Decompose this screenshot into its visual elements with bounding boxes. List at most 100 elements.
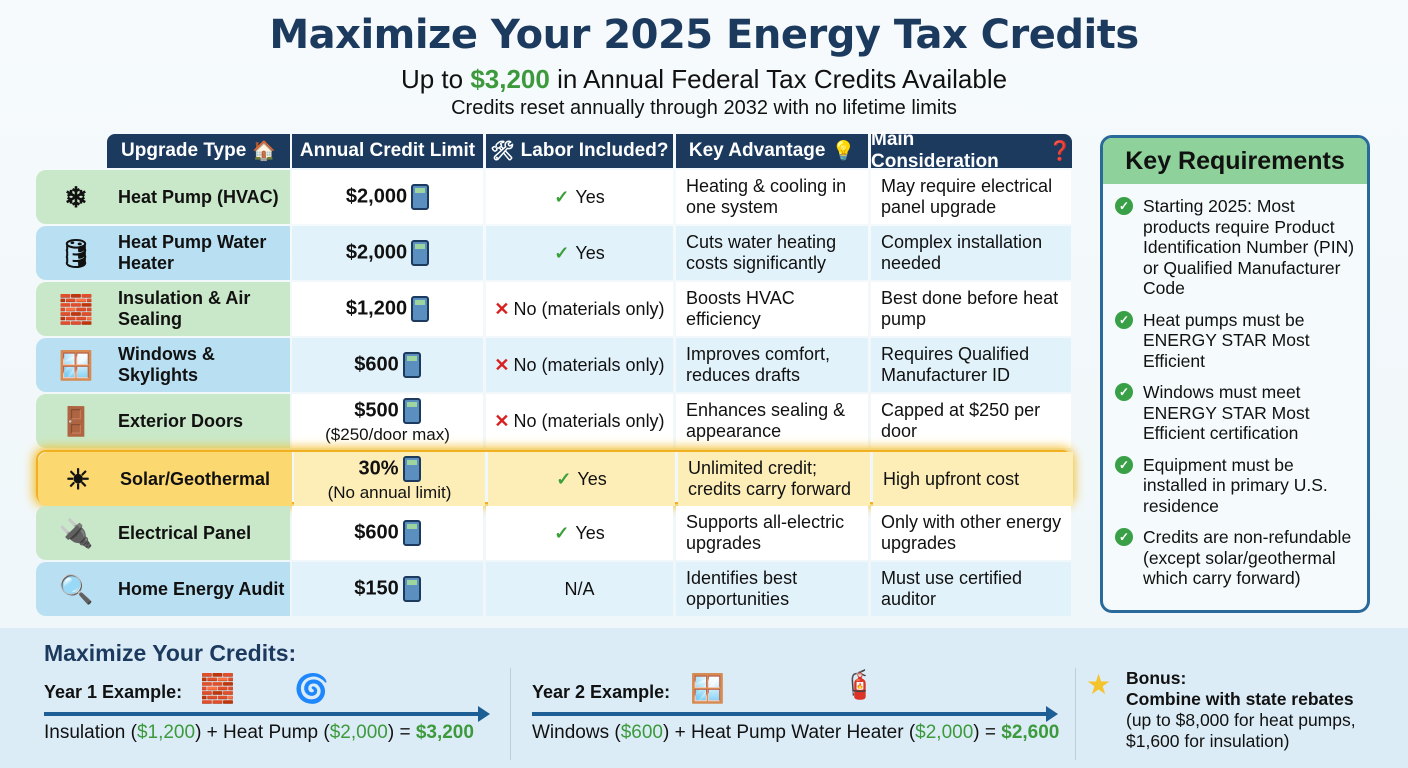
air-conditioner-icon: ❄ <box>64 181 88 213</box>
key-advantage: Supports all-electric upgrades <box>676 506 868 560</box>
main-consideration: High upfront cost <box>873 452 1073 506</box>
main-consideration: Only with other energy upgrades <box>871 506 1071 560</box>
window-icon: 🪟 <box>58 349 94 381</box>
main-consideration: May require electrical panel upgrade <box>871 170 1071 224</box>
labor-included: ✕ No (materials only) <box>486 282 673 336</box>
house-icon: 🏠 <box>252 141 276 162</box>
key-requirements-panel: Key Requirements Starting 2025: Most pro… <box>1100 135 1370 613</box>
tagline: Credits reset annually through 2032 with… <box>451 97 957 119</box>
requirement-item: Credits are non-refundable (except solar… <box>1115 527 1357 589</box>
table-row: ❄ Heat Pump (HVAC) $2,000 ✓ Yes Heating & … <box>36 170 1072 224</box>
labor-included: ✓ Yes <box>486 170 673 224</box>
question-icon: ❓ <box>1048 141 1072 162</box>
requirement-item: Heat pumps must be ENERGY STAR Most Effi… <box>1115 310 1357 372</box>
year1-arrow <box>44 706 490 722</box>
year1-equation: Insulation ($1,200) + Heat Pump ($2,000)… <box>44 722 474 743</box>
calculator-icon <box>411 296 430 322</box>
upgrade-type: 🪟 Windows & Skylights <box>36 338 290 392</box>
water-heater-icon: 🧯 <box>842 669 877 700</box>
upgrade-type: ❄ Heat Pump (HVAC) <box>36 170 290 224</box>
table-row: 🔌 Electrical Panel $600 ✓ Yes Supports all… <box>36 506 1072 560</box>
credit-limit: $150 <box>292 562 483 616</box>
tools-icon: 🛠 <box>490 141 515 162</box>
door-icon: 🚪 <box>58 405 94 437</box>
check-icon: ✓ <box>554 522 570 543</box>
header-credit-limit: Annual Credit Limit <box>292 134 483 168</box>
calculator-icon <box>402 576 421 602</box>
main-consideration: Complex installation needed <box>871 226 1071 280</box>
calculator-icon <box>402 455 421 482</box>
upgrade-type: 🧱 Insulation & Air Sealing <box>36 282 290 336</box>
header-upgrade-type: Upgrade Type 🏠 <box>107 134 290 168</box>
main-consideration: Requires Qualified Manufacturer ID <box>871 338 1071 392</box>
maximize-title: Maximize Your Credits: <box>44 640 297 666</box>
key-advantage: Cuts water heating costs significantly <box>676 226 868 280</box>
maximize-section: Maximize Your Credits: Year 1 Example: 🧱… <box>0 628 1408 768</box>
key-advantage: Enhances sealing & appearance <box>676 394 868 448</box>
window-icon: 🪟 <box>690 673 725 704</box>
labor-included: N/A <box>486 562 673 616</box>
header-consideration: Main Consideration ❓ <box>871 129 1072 172</box>
subtitle: Up to $3,200 in Annual Federal Tax Credi… <box>400 64 1008 94</box>
credit-limit: $600 <box>292 506 483 560</box>
key-advantage: Unlimited credit; credits carry forward <box>678 452 870 506</box>
requirement-item: Equipment must be installed in primary U… <box>1115 455 1357 517</box>
year2-equation: Windows ($600) + Heat Pump Water Heater … <box>532 722 1060 743</box>
table-row: 🧱 Insulation & Air Sealing $1,200 ✕ No (ma… <box>36 282 1072 336</box>
water-heater-icon: 🛢 <box>58 237 94 269</box>
main-consideration: Capped at $250 per door <box>871 394 1071 448</box>
electrical-panel-icon: 🔌 <box>58 517 94 549</box>
bonus-note: Bonus: Combine with state rebates (up to $… <box>1126 668 1356 751</box>
credit-limit: $1,200 <box>292 282 483 336</box>
page-title: Maximize Your 2025 Energy Tax Credits <box>269 12 1139 58</box>
upgrade-type: 🚪 Exterior Doors <box>36 394 290 448</box>
table-row: 🚪 Exterior Doors $500 ($250/door max) ✕ No … <box>36 394 1072 448</box>
check-icon: ✓ <box>556 468 572 489</box>
header-advantage: Key Advantage 💡 <box>676 134 868 168</box>
calculator-icon <box>402 352 421 378</box>
labor-included: ✕ No (materials only) <box>486 394 673 448</box>
credit-limit: $2,000 <box>292 170 483 224</box>
credit-limit: 30% (No annual limit) <box>294 452 485 506</box>
table-row: 🛢 Heat Pump Water Heater $2,000 ✓ Yes Cuts… <box>36 226 1072 280</box>
main-consideration: Must use certified auditor <box>871 562 1071 616</box>
calculator-icon <box>411 184 430 210</box>
calculator-icon <box>402 520 421 546</box>
key-advantage: Heating & cooling in one system <box>676 170 868 224</box>
requirements-title: Key Requirements <box>1103 138 1367 184</box>
table-row: 🔍 Home Energy Audit $150 N/A Identifies b… <box>36 562 1072 616</box>
year2-arrow <box>532 706 1058 722</box>
check-icon: ✓ <box>554 186 570 207</box>
year1-label: Year 1 Example: <box>44 682 183 702</box>
upgrade-type: 🔌 Electrical Panel <box>36 506 290 560</box>
x-icon: ✕ <box>494 298 510 319</box>
credit-limit: $500 ($250/door max) <box>292 394 483 448</box>
solar-panel-icon: ☀ <box>65 463 91 495</box>
labor-included: ✓ Yes <box>486 226 673 280</box>
upgrade-type: 🔍 Home Energy Audit <box>36 562 290 616</box>
upgrade-type: 🛢 Heat Pump Water Heater <box>36 226 290 280</box>
x-icon: ✕ <box>494 354 510 375</box>
upgrade-type: ☀ Solar/Geothermal <box>38 452 292 506</box>
star-icon: ★ <box>1086 669 1112 700</box>
check-icon: ✓ <box>554 242 570 263</box>
labor-included: ✓ Yes <box>488 452 675 506</box>
year2-label: Year 2 Example: <box>532 682 671 702</box>
key-advantage: Improves comfort, reduces drafts <box>676 338 868 392</box>
insulation-icon: 🧱 <box>58 293 94 325</box>
x-icon: ✕ <box>494 410 510 431</box>
header-labor: 🛠 Labor Included? <box>486 134 673 168</box>
key-advantage: Identifies best opportunities <box>676 562 868 616</box>
table-row: ☀ Solar/Geothermal 30% (No annual limit) ✓… <box>36 450 1073 506</box>
lightbulb-icon: 💡 <box>831 141 856 162</box>
labor-included: ✓ Yes <box>486 506 673 560</box>
requirement-item: Starting 2025: Most products require Pro… <box>1115 196 1357 299</box>
house-magnifier-icon: 🔍 <box>58 573 94 605</box>
calculator-icon <box>402 397 421 424</box>
table-row: 🪟 Windows & Skylights $600 ✕ No (materials… <box>36 338 1072 392</box>
requirement-item: Windows must meet ENERGY STAR Most Effic… <box>1115 382 1357 444</box>
insulation-icon: 🧱 <box>200 673 235 704</box>
key-advantage: Boosts HVAC efficiency <box>676 282 868 336</box>
labor-included: ✕ No (materials only) <box>486 338 673 392</box>
main-consideration: Best done before heat pump <box>871 282 1071 336</box>
